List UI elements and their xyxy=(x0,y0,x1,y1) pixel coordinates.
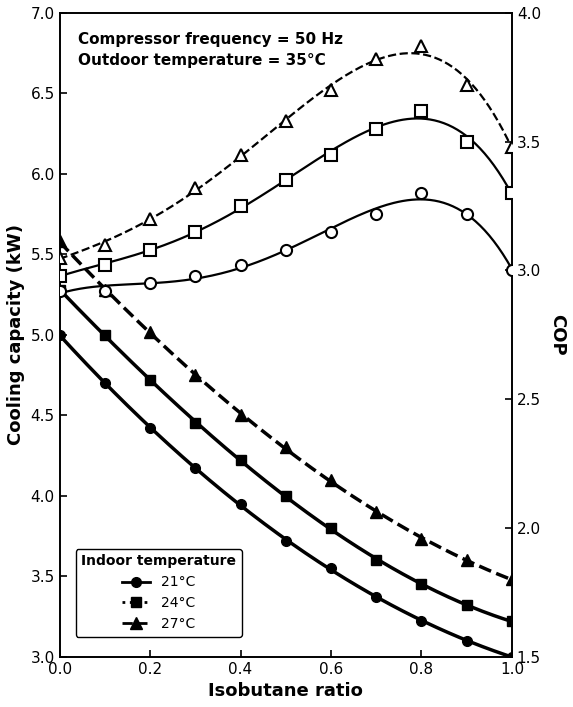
Text: Compressor frequency = 50 Hz
Outdoor temperature = 35°C: Compressor frequency = 50 Hz Outdoor tem… xyxy=(78,33,343,69)
X-axis label: Isobutane ratio: Isobutane ratio xyxy=(209,682,363,700)
Y-axis label: Cooling capacity (kW): Cooling capacity (kW) xyxy=(7,224,25,445)
Y-axis label: COP: COP xyxy=(548,314,566,356)
Legend: 21°C, 24°C, 27°C: 21°C, 24°C, 27°C xyxy=(76,549,242,637)
